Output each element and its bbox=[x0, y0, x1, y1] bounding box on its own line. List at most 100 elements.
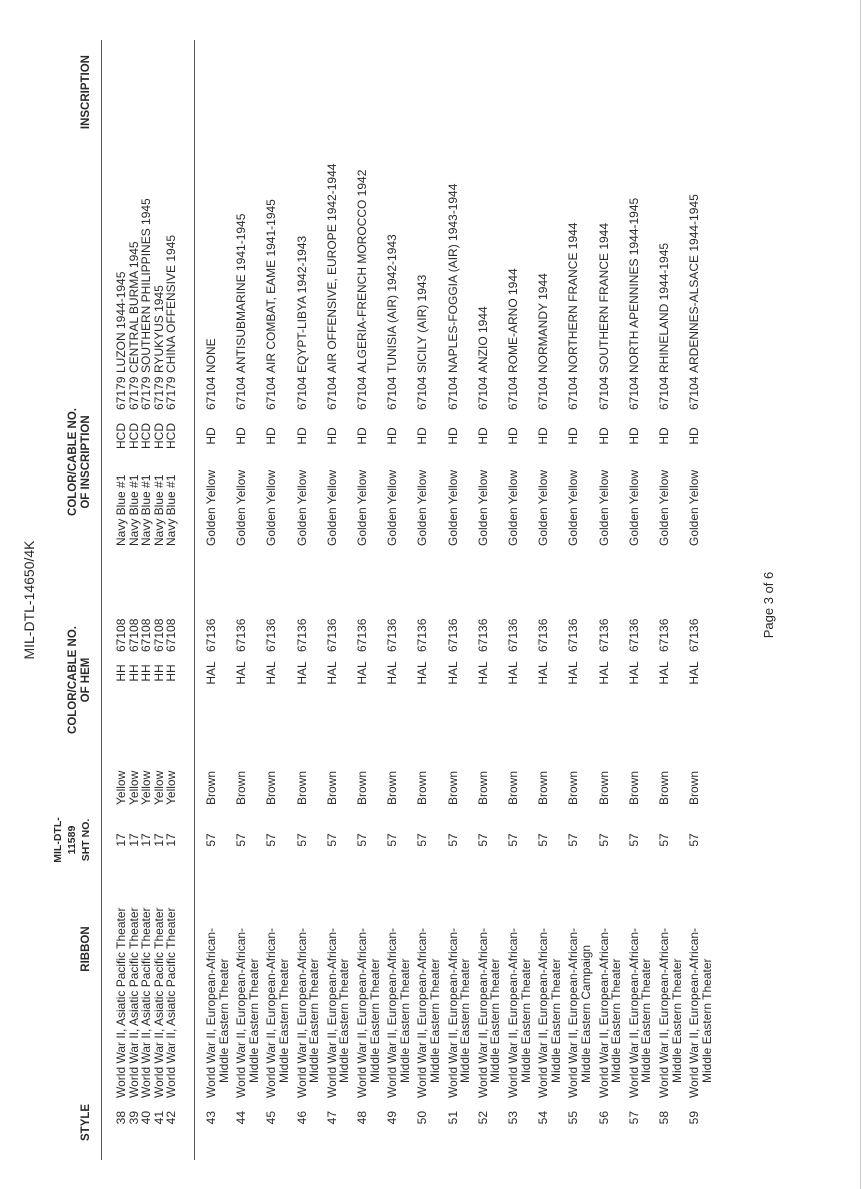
hem-cable-number: 67136 bbox=[204, 618, 218, 652]
ribbon-name: Middle Eastern Theater bbox=[458, 958, 473, 1083]
inscription-code: HD bbox=[596, 427, 611, 445]
ribbon-name: Middle Eastern Theater bbox=[367, 958, 382, 1083]
inscription-color: Golden Yellow bbox=[596, 469, 611, 546]
inscription-text: NONE bbox=[204, 338, 218, 373]
style-number: 52 bbox=[475, 1111, 490, 1125]
ribbon-name: World War II, European-African- bbox=[355, 927, 369, 1098]
hem-code: HAL bbox=[385, 661, 400, 685]
header-hem-1: COLOR/CABLE NO. bbox=[67, 626, 79, 734]
style-number: 45 bbox=[264, 1111, 279, 1125]
ribbon-name: Middle Eastern Theater bbox=[397, 958, 412, 1083]
inscription-color: Golden Yellow bbox=[536, 469, 551, 546]
hem-cable-number: 67136 bbox=[385, 618, 400, 652]
inscription-code: HD bbox=[687, 427, 702, 445]
ribbon-color: Brown bbox=[566, 770, 581, 805]
ribbon-color: Brown bbox=[204, 770, 218, 805]
hem-cable-number: 67136 bbox=[234, 618, 249, 652]
inscription-color: Golden Yellow bbox=[506, 469, 520, 546]
inscription-color: Golden Yellow bbox=[687, 469, 702, 546]
ribbon-color: Brown bbox=[445, 770, 460, 805]
inscription-code: HD bbox=[415, 427, 430, 445]
inscription-text: ROME-ARNO 1944 bbox=[506, 268, 520, 373]
hem-cable-number: 67136 bbox=[355, 618, 369, 652]
inscription-color: Golden Yellow bbox=[355, 469, 369, 546]
inscription-color: Golden Yellow bbox=[385, 469, 400, 546]
sht-number: 57 bbox=[324, 833, 339, 847]
inscription-code: HD bbox=[626, 427, 641, 445]
hem-code: HAL bbox=[657, 661, 671, 685]
ribbon-name: Middle Eastern Theater bbox=[337, 958, 352, 1083]
hem-cable-number: 67136 bbox=[626, 618, 641, 652]
sht-number: 57 bbox=[204, 833, 218, 847]
inscription-code: HD bbox=[506, 427, 520, 445]
inscription-code: HD bbox=[536, 427, 551, 445]
inscription-text: AIR OFFENSIVE, EUROPE 1942-1944 bbox=[324, 163, 339, 373]
sht-number: 57 bbox=[234, 833, 249, 847]
header-hem-2: OF HEM bbox=[80, 657, 92, 703]
hem-code: HAL bbox=[506, 661, 520, 685]
ribbon-name: Middle Eastern Theater bbox=[518, 958, 533, 1083]
inscription-cable-number: 67104 bbox=[324, 376, 339, 410]
inscription-text: ALGERIA-FRENCH MOROCCO 1942 bbox=[355, 169, 369, 373]
header-inscription: INSCRIPTION bbox=[80, 55, 92, 130]
inscription-color: Navy Blue #1 bbox=[114, 474, 128, 546]
ribbon-name: World War II, Asiatic Pacific Theater bbox=[164, 907, 178, 1098]
hem-cable-number: 67136 bbox=[324, 618, 339, 652]
sht-number: 57 bbox=[385, 833, 400, 847]
hem-code: HAL bbox=[234, 661, 249, 685]
document-id: MIL-DTL-14650/4K bbox=[21, 540, 37, 660]
hem-cable-number: 67136 bbox=[687, 618, 702, 652]
ribbon-color: Brown bbox=[475, 770, 490, 805]
inscription-text: AIR COMBAT, EAME 1941-1945 bbox=[264, 199, 279, 373]
ribbon-name: World War II, European-African- bbox=[204, 927, 218, 1098]
hem-cable-number: 67108 bbox=[164, 618, 178, 652]
inscription-cable-number: 67104 bbox=[536, 376, 551, 410]
ribbon-color: Brown bbox=[355, 770, 369, 805]
ribbon-name: World War II, European-African- bbox=[687, 927, 702, 1098]
inscription-cable-number: 67179 bbox=[139, 376, 153, 410]
ribbon-name: Middle Eastern Theater bbox=[216, 958, 231, 1083]
ribbon-color: Brown bbox=[506, 770, 520, 805]
inscription-text: RHINELAND 1944-1945 bbox=[657, 242, 671, 373]
inscription-cable-number: 67104 bbox=[294, 376, 309, 410]
inscription-cable-number: 67104 bbox=[264, 376, 279, 410]
style-number: 56 bbox=[596, 1111, 611, 1125]
inscription-cable-number: 67104 bbox=[566, 376, 581, 410]
inscription-code: HD bbox=[324, 427, 339, 445]
ribbon-color: Yellow bbox=[139, 770, 153, 805]
inscription-color: Golden Yellow bbox=[264, 469, 279, 546]
ribbon-name: Middle Eastern Theater bbox=[427, 958, 442, 1083]
sht-number: 57 bbox=[445, 833, 460, 847]
inscription-code: HD bbox=[445, 427, 460, 445]
inscription-color: Navy Blue #1 bbox=[139, 474, 153, 546]
style-number: 55 bbox=[566, 1111, 581, 1125]
sht-number: 57 bbox=[264, 833, 279, 847]
hem-code: HAL bbox=[294, 661, 309, 685]
hem-code: HAL bbox=[687, 661, 702, 685]
hem-code: HAL bbox=[355, 661, 369, 685]
style-number: 53 bbox=[506, 1111, 520, 1125]
inscription-text: EQYPT-LIBYA 1942-1943 bbox=[294, 235, 309, 373]
ribbon-color: Brown bbox=[596, 770, 611, 805]
ribbon-color: Yellow bbox=[114, 770, 128, 805]
style-number: 58 bbox=[657, 1111, 671, 1125]
inscription-text: NORTH APENNINES 1944-1945 bbox=[626, 197, 641, 373]
inscription-color: Golden Yellow bbox=[415, 469, 430, 546]
inscription-color: Golden Yellow bbox=[657, 469, 671, 546]
hem-cable-number: 67136 bbox=[566, 618, 581, 652]
hem-cable-number: 67136 bbox=[536, 618, 551, 652]
inscription-cable-number: 67179 bbox=[114, 376, 128, 410]
inscription-color: Golden Yellow bbox=[324, 469, 339, 546]
inscription-color: Golden Yellow bbox=[204, 469, 218, 546]
ribbon-color: Brown bbox=[234, 770, 249, 805]
hem-code: HAL bbox=[566, 661, 581, 685]
inscription-text: SOUTHERN PHILIPPINES 1945 bbox=[139, 198, 153, 373]
hem-code: HAL bbox=[415, 661, 430, 685]
style-number: 49 bbox=[385, 1111, 400, 1125]
header-inscription-color-2: OF INSCRIPTION bbox=[80, 415, 92, 509]
header-ribbon: RIBBON bbox=[80, 926, 92, 972]
sht-number: 57 bbox=[415, 833, 430, 847]
ribbon-color: Yellow bbox=[164, 770, 178, 805]
style-number: 51 bbox=[445, 1111, 460, 1125]
